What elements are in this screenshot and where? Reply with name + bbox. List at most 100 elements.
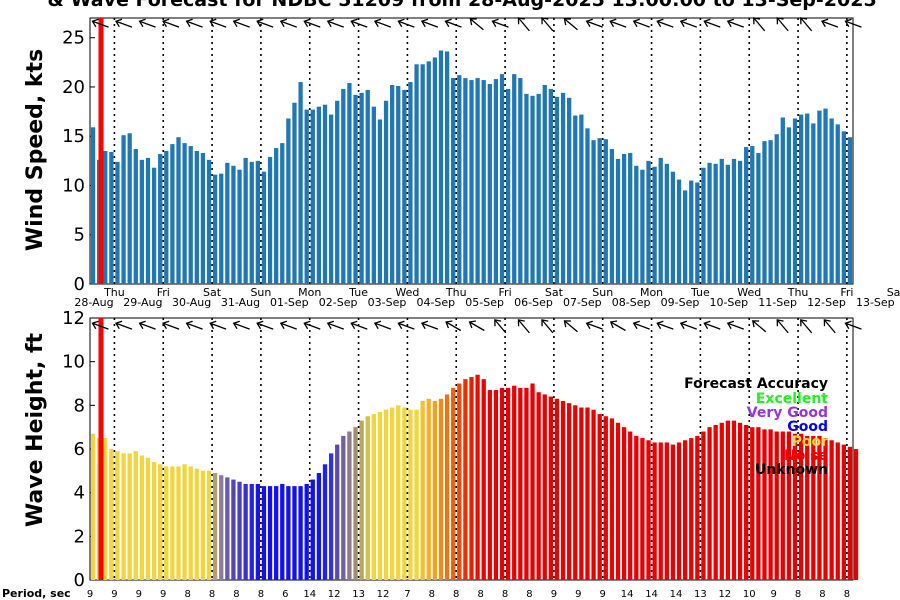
legend-noise: Noise [784, 448, 828, 464]
legend-title: Forecast Accuracy [684, 376, 828, 392]
direction-arrow-icon [373, 320, 392, 330]
date-label: 28-Aug [74, 296, 113, 309]
direction-arrow-icon [844, 18, 862, 28]
bar [158, 464, 163, 580]
bar [554, 96, 560, 284]
date-label: 12-Sep [807, 296, 846, 309]
direction-arrow-icon [350, 320, 368, 330]
direction-arrow-icon [138, 18, 156, 28]
bar [725, 164, 731, 284]
direction-arrow-icon [632, 320, 650, 330]
period-value: 12 [718, 589, 731, 600]
bar [444, 394, 450, 580]
bar [451, 387, 456, 580]
bar [847, 137, 853, 284]
period-value: 8 [258, 589, 264, 600]
period-value: 8 [526, 589, 532, 600]
wind-speed-axis-label: Wind Speed, kts [23, 49, 48, 251]
bar [432, 57, 438, 284]
period-value: 9 [136, 589, 142, 600]
wind-speed-panel: 0510152025Thu28-AugFri29-AugSat30-AugSun… [62, 17, 900, 309]
period-row: 9 9 9 9 8 8 8 8 6 14 12 13 12 7 8 8 8 8 8 9 9 9 14 14 14 13 12 10 9 8… [87, 589, 850, 600]
bar [768, 140, 773, 284]
bar [548, 396, 553, 580]
bar [621, 427, 627, 580]
bar [499, 74, 505, 285]
direction-arrow-icon [91, 18, 109, 28]
bar [835, 124, 840, 285]
bar [725, 420, 731, 580]
day-label: Sun [592, 286, 613, 299]
bar [744, 424, 749, 580]
direction-arrow-icon [303, 320, 321, 330]
bar [652, 442, 657, 580]
bar [280, 143, 285, 284]
bar [463, 379, 468, 580]
bar [310, 109, 315, 284]
bar [115, 451, 120, 580]
direction-arrow-icon [279, 320, 297, 330]
direction-arrow-icon [444, 18, 462, 28]
bar [591, 140, 596, 284]
day-label: Mon [640, 286, 663, 299]
bar [719, 158, 724, 284]
y-tick-label: 10 [62, 352, 85, 373]
bar [634, 435, 639, 580]
bar [811, 435, 816, 580]
bar [646, 160, 651, 284]
bar [371, 414, 376, 580]
bar [628, 431, 633, 580]
bar [237, 481, 242, 580]
bar [713, 163, 718, 284]
bar [683, 440, 688, 580]
bar [829, 118, 834, 284]
bar [402, 89, 407, 284]
period-value: 14 [645, 589, 658, 600]
direction-arrow-icon [420, 320, 439, 330]
bar [365, 416, 370, 580]
date-label: 04-Sep [416, 296, 455, 309]
period-value: 9 [575, 589, 581, 600]
period-value: 12 [377, 589, 390, 600]
y-tick-label: 8 [74, 395, 85, 416]
bar [823, 108, 828, 284]
bar [676, 442, 682, 580]
period-value: 9 [551, 589, 557, 600]
bar [243, 483, 248, 580]
bar [554, 398, 560, 580]
bar [817, 435, 822, 580]
direction-arrow-icon [162, 18, 180, 28]
bar [396, 85, 401, 284]
y-tick-label: 12 [62, 308, 85, 329]
bar [469, 376, 474, 580]
bar [798, 114, 804, 284]
bar [615, 422, 621, 580]
bar [304, 109, 309, 284]
bar [420, 400, 425, 580]
period-value: 8 [233, 589, 239, 600]
bar [719, 422, 724, 580]
day-label: Fri [499, 286, 512, 299]
date-label: 31-Aug [221, 296, 260, 309]
bar [676, 179, 682, 284]
direction-arrow-icon [420, 18, 439, 28]
bar [176, 466, 181, 580]
bar [322, 104, 328, 285]
bar [109, 151, 114, 284]
period-value: 7 [404, 589, 410, 600]
bar [390, 407, 395, 580]
period-value: 9 [770, 589, 776, 600]
y-tick-label: 10 [62, 175, 85, 196]
bar [731, 420, 737, 580]
period-value: 8 [453, 589, 459, 600]
period-value: 8 [184, 589, 190, 600]
day-label: Tue [348, 286, 368, 299]
bar [133, 451, 138, 580]
bar [377, 119, 383, 284]
day-label: Sun [250, 286, 271, 299]
bar [481, 80, 486, 284]
period-value: 8 [844, 589, 850, 600]
direction-arrow-icon [753, 17, 766, 32]
bar [542, 394, 547, 580]
bar [499, 387, 505, 580]
